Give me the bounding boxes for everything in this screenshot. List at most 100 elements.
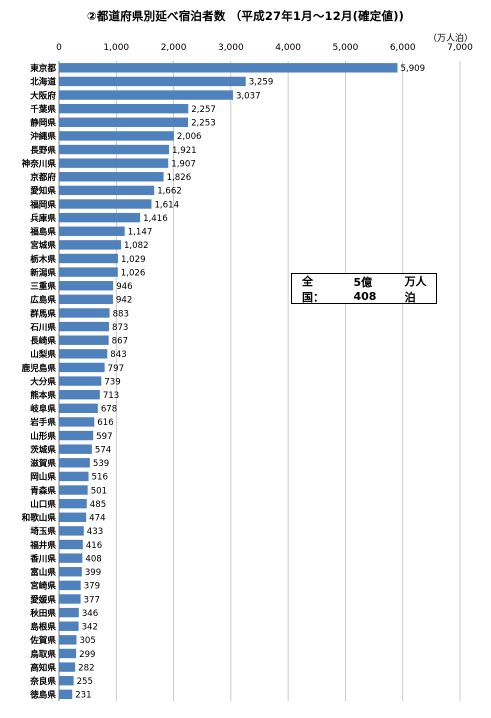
category-label: 富山県 [30,566,56,578]
category-label: 愛知県 [30,185,56,197]
data-label: 501 [91,486,107,496]
category-label: 奈良県 [29,675,56,687]
category-label: 栃木県 [30,253,56,265]
category-label: 千葉県 [30,103,56,115]
category-label: 宮崎県 [30,580,56,592]
bar [59,76,246,87]
category-label: 福井県 [29,539,56,551]
category-label: 沖縄県 [30,130,56,142]
category-label: 長野県 [30,145,56,156]
bar [59,676,74,686]
category-label: 静岡県 [30,117,56,129]
category-label: 徳島県 [29,689,56,701]
category-label: 滋賀県 [30,457,56,469]
bar [59,526,84,536]
category-label: 京都府 [30,171,56,183]
x-tick-label: 7,000 [447,43,473,53]
category-label: 広島県 [30,294,56,306]
category-label: 和歌山県 [21,512,57,524]
data-label: 574 [95,445,111,455]
category-label: 福島県 [29,226,56,238]
bar [59,267,118,277]
data-label: 1,614 [154,200,179,210]
x-tick-label: 6,000 [390,43,416,53]
bar [59,417,95,427]
bar [59,444,92,454]
category-label: 鳥取県 [30,648,56,660]
category-label: 群馬県 [29,307,56,319]
data-label: 5,909 [401,64,426,74]
bar [59,662,76,672]
bar [59,567,82,577]
bar [59,335,109,345]
data-label: 2,253 [191,119,216,129]
bar [59,498,87,509]
bar [59,607,79,618]
bar [59,594,81,604]
bar [59,349,108,359]
data-label: 739 [104,377,120,387]
bar [59,648,77,659]
category-label: 熊本県 [30,389,56,401]
bar [59,512,87,522]
category-label: 青森県 [30,484,56,496]
x-tick-label: 1,000 [103,43,129,53]
category-label: 福岡県 [29,198,56,210]
national-total-box: 全国： 5億408 万人泊 [291,273,437,304]
category-label: 岡山県 [30,471,56,483]
category-label: 茨城県 [30,443,56,455]
data-label: 1,662 [157,187,182,197]
x-tick-label: 4,000 [275,43,301,53]
data-label: 377 [84,595,100,605]
data-label: 678 [101,405,117,415]
data-label: 408 [85,554,101,564]
category-label: 北海道 [30,76,56,88]
bar [59,131,174,141]
bar [59,117,189,127]
data-label: 1,147 [128,228,153,238]
bar [59,240,121,250]
category-label: 大阪府 [30,89,56,101]
data-label: 416 [86,541,102,551]
category-label: 愛媛県 [30,593,56,605]
data-label: 1,907 [171,159,196,169]
x-tick-label: 0 [56,43,62,53]
category-label: 兵庫県 [30,212,56,224]
category-label: 三重県 [30,280,56,292]
category-label: 鹿児島県 [21,362,57,374]
category-label: 神奈川県 [22,157,57,169]
bar [59,376,102,386]
national-total-value: 5億408 [353,276,377,303]
bar [59,144,170,155]
bar [59,471,89,482]
data-label: 797 [108,364,124,374]
data-label: 713 [103,391,119,401]
bar [59,185,155,196]
data-label: 1,029 [121,255,146,265]
bar [59,158,169,168]
data-label: 843 [110,350,126,360]
data-label: 1,416 [143,214,168,224]
bar [59,308,110,318]
category-label: 秋田県 [30,607,56,619]
data-label: 867 [112,337,128,347]
bar [59,281,114,291]
data-label: 3,037 [236,91,261,101]
data-label: 873 [112,323,128,333]
bar [59,212,141,223]
category-label: 山梨県 [30,348,56,360]
x-tick-label: 5,000 [333,43,359,53]
chart-title: ②都道府県別延べ宿泊者数 （平成27年1月～12月(確定値)) [86,9,405,23]
data-label: 282 [78,663,94,673]
data-label: 1,082 [124,241,149,251]
data-label: 539 [93,459,109,469]
category-label: 石川県 [29,322,56,333]
category-label: 長崎県 [30,335,56,347]
data-label: 2,006 [177,132,202,142]
category-label: 埼玉県 [30,525,56,537]
category-label: 東京都 [30,62,56,74]
data-label: 597 [96,432,112,442]
bar [59,63,398,73]
bar [59,294,113,305]
